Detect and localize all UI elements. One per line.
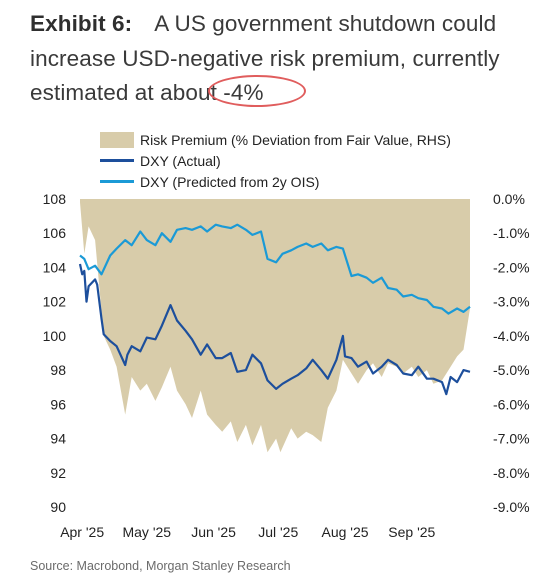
y-right-tick-label: -1.0% bbox=[493, 225, 530, 241]
y-right-tick-label: -8.0% bbox=[493, 465, 530, 481]
highlight-ring bbox=[208, 75, 306, 107]
legend-swatch-risk-premium bbox=[100, 132, 134, 148]
y-right-tick-label: -4.0% bbox=[493, 328, 530, 344]
y-right-tick-label: -3.0% bbox=[493, 294, 530, 310]
x-tick-label: May '25 bbox=[122, 524, 171, 540]
y-left-tick-label: 90 bbox=[50, 499, 66, 515]
legend-swatch-dxy-actual bbox=[100, 159, 134, 162]
y-left-tick-label: 98 bbox=[50, 362, 66, 378]
legend-label-dxy-actual: DXY (Actual) bbox=[140, 153, 221, 169]
y-left-tick-label: 96 bbox=[50, 396, 66, 412]
legend-label-risk-premium: Risk Premium (% Deviation from Fair Valu… bbox=[140, 132, 451, 148]
y-right-tick-label: -9.0% bbox=[493, 499, 530, 515]
title-line-2: increase USD-negative risk premium, curr… bbox=[30, 46, 500, 71]
y-left-tick-label: 94 bbox=[50, 431, 66, 447]
title-text-1: A US government shutdown could bbox=[154, 11, 497, 36]
y-right-tick-label: -2.0% bbox=[493, 259, 530, 275]
y-right-tick-label: -5.0% bbox=[493, 362, 530, 378]
x-tick-label: Jul '25 bbox=[258, 524, 298, 540]
y-left-tick-label: 108 bbox=[43, 191, 67, 207]
legend-swatch-dxy-predicted bbox=[100, 180, 134, 183]
series-dxy-predicted-line bbox=[79, 223, 471, 315]
x-tick-label: Aug '25 bbox=[322, 524, 369, 540]
x-tick-label: Jun '25 bbox=[191, 524, 236, 540]
y-left-tick-label: 102 bbox=[43, 294, 67, 310]
x-tick-label: Sep '25 bbox=[388, 524, 435, 540]
exhibit-label: Exhibit 6: bbox=[30, 11, 133, 36]
title-text-3: estimated at about bbox=[30, 80, 224, 105]
source-note: Source: Macrobond, Morgan Stanley Resear… bbox=[30, 559, 291, 573]
legend-label-dxy-predicted: DXY (Predicted from 2y OIS) bbox=[140, 174, 320, 190]
series-dxy-actual-line bbox=[78, 263, 471, 396]
series-risk-premium-area bbox=[80, 199, 470, 453]
y-left-tick-label: 100 bbox=[43, 328, 67, 344]
y-left-tick-label: 104 bbox=[43, 259, 67, 275]
y-right-tick-label: 0.0% bbox=[493, 191, 525, 207]
y-left-tick-label: 92 bbox=[50, 465, 66, 481]
x-tick-label: Apr '25 bbox=[60, 524, 104, 540]
title-line-1: Exhibit 6: A US government shutdown could bbox=[30, 10, 496, 38]
y-right-tick-label: -6.0% bbox=[493, 396, 530, 412]
y-left-tick-label: 106 bbox=[43, 225, 67, 241]
y-right-tick-label: -7.0% bbox=[493, 431, 530, 447]
